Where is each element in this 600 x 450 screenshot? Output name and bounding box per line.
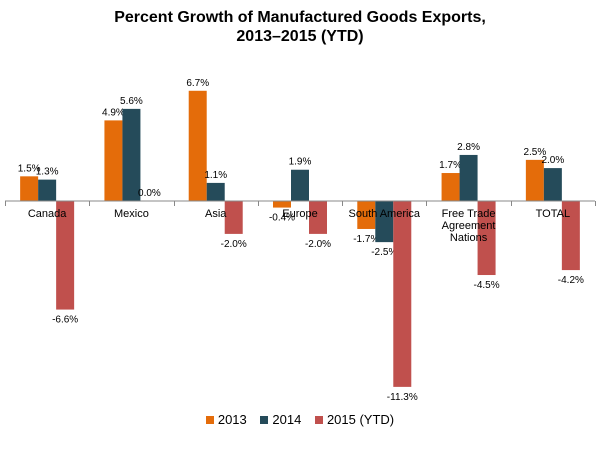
category-label-canada: Canada <box>28 208 67 220</box>
data-label-2014-total: 2.0% <box>541 155 564 166</box>
legend-label-2013: 2013 <box>217 412 247 427</box>
bar-2015-ytd-europe <box>309 201 327 234</box>
legend: 2013 2014 2015 (YTD) <box>0 412 600 427</box>
data-label-2015-ytd-south-america: -11.3% <box>387 392 418 403</box>
bar-2014-total <box>543 168 562 201</box>
data-label-2013-canada: 1.5% <box>18 163 41 174</box>
bar-2014-europe <box>291 169 309 201</box>
category-label-free-trade-agreement-nations: Free Trade Agreement Nations <box>442 208 496 244</box>
data-label-2013-total: 2.5% <box>523 147 546 158</box>
bar-2013-asia <box>188 90 207 201</box>
legend-item-2015-ytd: 2015 (YTD) <box>314 412 395 427</box>
bar-2015-ytd-free-trade-agreement-nations <box>477 201 496 276</box>
chart-title: Percent Growth of Manufactured Goods Exp… <box>0 8 600 46</box>
data-label-2015-ytd-asia: -2.0% <box>221 239 247 250</box>
legend-swatch-2015-ytd <box>314 416 323 424</box>
bar-2014-free-trade-agreement-nations <box>459 154 478 201</box>
data-label-2014-free-trade-agreement-nations: 2.8% <box>457 142 480 153</box>
bar-2015-ytd-canada <box>56 201 75 310</box>
bar-2015-ytd-asia <box>224 201 243 234</box>
bar-2013-europe <box>273 201 291 208</box>
bar-2014-canada <box>38 179 57 201</box>
chart-title-line-2: 2013–2015 (YTD) <box>236 28 364 45</box>
data-label-2013-asia: 6.7% <box>186 78 209 89</box>
legend-label-2014: 2014 <box>272 412 302 427</box>
legend-swatch-2014 <box>260 416 269 424</box>
chart-title-line-1: Percent Growth of Manufactured Goods Exp… <box>114 9 486 26</box>
data-label-2014-asia: 1.1% <box>204 170 227 181</box>
bar-2013-free-trade-agreement-nations <box>441 173 460 201</box>
bar-2013-total <box>525 159 544 201</box>
category-label-asia: Asia <box>205 208 227 220</box>
category-label-south-america: South America <box>349 208 421 220</box>
data-label-2015-ytd-mexico: 0.0% <box>138 188 161 199</box>
bar-2013-canada <box>20 176 39 201</box>
data-label-2014-europe: 1.9% <box>289 157 312 168</box>
category-label-europe: Europe <box>282 208 317 220</box>
bar-2015-ytd-south-america <box>393 201 412 387</box>
bar-2014-south-america <box>375 201 394 243</box>
data-label-2013-free-trade-agreement-nations: 1.7% <box>439 160 462 171</box>
bar-2015-ytd-total <box>561 201 580 271</box>
bar-2014-asia <box>206 182 225 201</box>
data-label-2014-canada: 1.3% <box>36 167 59 178</box>
bar-2014-mexico <box>122 108 141 201</box>
data-label-2014-mexico: 5.6% <box>120 96 143 107</box>
category-label-total: TOTAL <box>536 208 570 220</box>
data-label-2014-south-america: -2.5% <box>371 247 397 258</box>
legend-label-2015-ytd: 2015 (YTD) <box>326 412 395 427</box>
data-label-2013-europe: -0.4% <box>269 213 295 224</box>
data-label-2015-ytd-free-trade-agreement-nations: -4.5% <box>474 280 500 291</box>
legend-item-2014: 2014 <box>260 412 301 427</box>
data-label-2015-ytd-canada: -6.6% <box>52 315 78 326</box>
bar-2013-south-america <box>357 201 376 229</box>
data-label-2015-ytd-total: -4.2% <box>558 275 584 286</box>
legend-item-2013: 2013 <box>205 412 247 427</box>
data-label-2015-ytd-europe: -2.0% <box>305 239 331 250</box>
bar-2013-mexico <box>104 120 123 201</box>
legend-swatch-2013 <box>205 416 214 424</box>
data-label-2013-south-america: -1.7% <box>353 234 379 245</box>
data-label-2013-mexico: 4.9% <box>102 107 125 118</box>
category-label-mexico: Mexico <box>114 208 149 220</box>
